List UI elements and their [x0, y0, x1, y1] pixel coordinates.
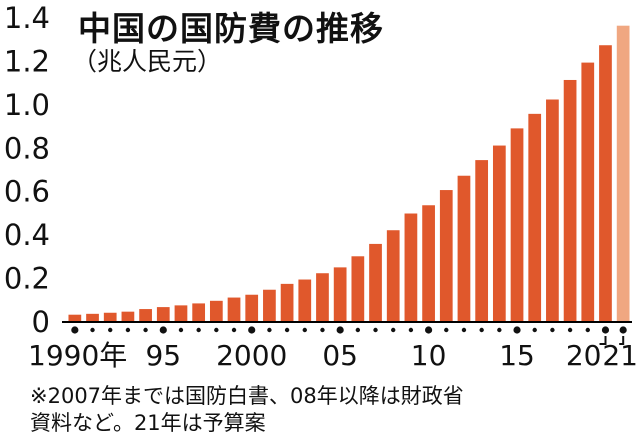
bar [121, 311, 135, 321]
bar [209, 300, 223, 321]
x-axis-dot [125, 327, 131, 333]
bar [316, 273, 329, 321]
unit-label: （兆人民元） [72, 47, 223, 76]
chart-title: 中国の国防費の推移 [78, 9, 384, 48]
bar [174, 305, 188, 321]
x-axis-dot [302, 327, 307, 333]
x-axis-dot [479, 327, 484, 333]
x-axis-dot [497, 327, 502, 333]
y-tick-label: 1.0 [4, 88, 50, 122]
bar [139, 309, 152, 321]
x-axis-dot [336, 326, 344, 334]
bar [369, 243, 382, 321]
x-axis-dot [373, 327, 378, 333]
bar [510, 128, 524, 321]
bar [439, 190, 453, 321]
x-axis-dot [71, 326, 79, 334]
y-tick-label: 0.8 [4, 131, 50, 165]
bar [68, 314, 82, 321]
x-axis-dot [355, 327, 361, 333]
x-axis-dot [159, 326, 167, 334]
bar-budget [616, 25, 630, 321]
x-axis-dot [408, 327, 414, 333]
x-axis-ticks: 1990年 95 2000 05 10 15 20 21 [28, 336, 638, 372]
bar [86, 313, 99, 321]
y-tick-label: 0.4 [4, 218, 50, 252]
bar [492, 145, 506, 321]
bar [599, 45, 612, 321]
x-tick-label: 2000 [216, 339, 287, 372]
bar [422, 205, 435, 321]
bar [245, 294, 259, 321]
x-axis-dot [248, 326, 256, 334]
y-tick-label: 0.6 [4, 175, 50, 209]
y-tick-label: 1.4 [4, 1, 50, 35]
x-axis-dot [143, 327, 148, 333]
footnote-line-2: 資料など。21年は予算案 [30, 411, 266, 435]
bar [386, 230, 400, 321]
bar [475, 160, 489, 321]
y-axis-ticks: 0 0.2 0.4 0.6 0.8 1.0 1.2 1.4 [4, 1, 50, 339]
x-tick-label: 20 [566, 339, 602, 372]
x-axis-dot [444, 327, 449, 333]
x-axis-dot [424, 326, 433, 334]
bar [546, 99, 559, 321]
bar [227, 297, 241, 321]
x-axis-dot [585, 327, 590, 333]
x-axis-dot [90, 327, 95, 333]
y-tick-label: 0.2 [4, 262, 50, 296]
bar [280, 283, 294, 321]
x-axis-dot [178, 327, 184, 333]
x-axis-dot [532, 327, 537, 333]
bar [404, 213, 418, 321]
x-axis-dot [214, 327, 219, 333]
x-axis-dot [284, 327, 290, 333]
bars [68, 25, 630, 321]
bar [528, 113, 542, 321]
x-axis-dot [461, 327, 467, 333]
x-axis-dot [320, 327, 325, 333]
bar [192, 303, 206, 321]
x-axis-dot [601, 326, 610, 334]
x-axis-dot [567, 327, 573, 333]
x-axis-dot [267, 327, 272, 333]
x-tick-label: 95 [145, 339, 181, 372]
bar [457, 175, 471, 321]
x-tick-label: 10 [411, 339, 447, 372]
bar [563, 79, 577, 321]
x-axis-dot [513, 326, 521, 334]
x-tick-bracket [599, 336, 625, 345]
x-tick-label: 15 [499, 339, 535, 372]
bar [263, 289, 276, 321]
bar [103, 312, 117, 321]
x-axis-dot [619, 326, 627, 334]
x-tick-label: 1990年 [28, 339, 127, 372]
x-axis-dot [108, 327, 113, 333]
x-axis-dots [71, 326, 627, 334]
x-axis-dot [196, 327, 201, 333]
bar [581, 62, 595, 321]
bar [351, 256, 365, 321]
bar [156, 307, 170, 321]
bar [333, 267, 347, 321]
y-tick-label: 0 [32, 305, 50, 339]
x-tick-label: 05 [322, 339, 358, 372]
x-axis-dot [550, 327, 555, 333]
bar [298, 279, 312, 321]
footnote-line-1: ※2007年までは国防白書、08年以降は財政省 [30, 384, 464, 408]
y-tick-label: 1.2 [4, 44, 50, 78]
x-axis-dot [391, 327, 396, 333]
x-axis-dot [231, 327, 237, 333]
